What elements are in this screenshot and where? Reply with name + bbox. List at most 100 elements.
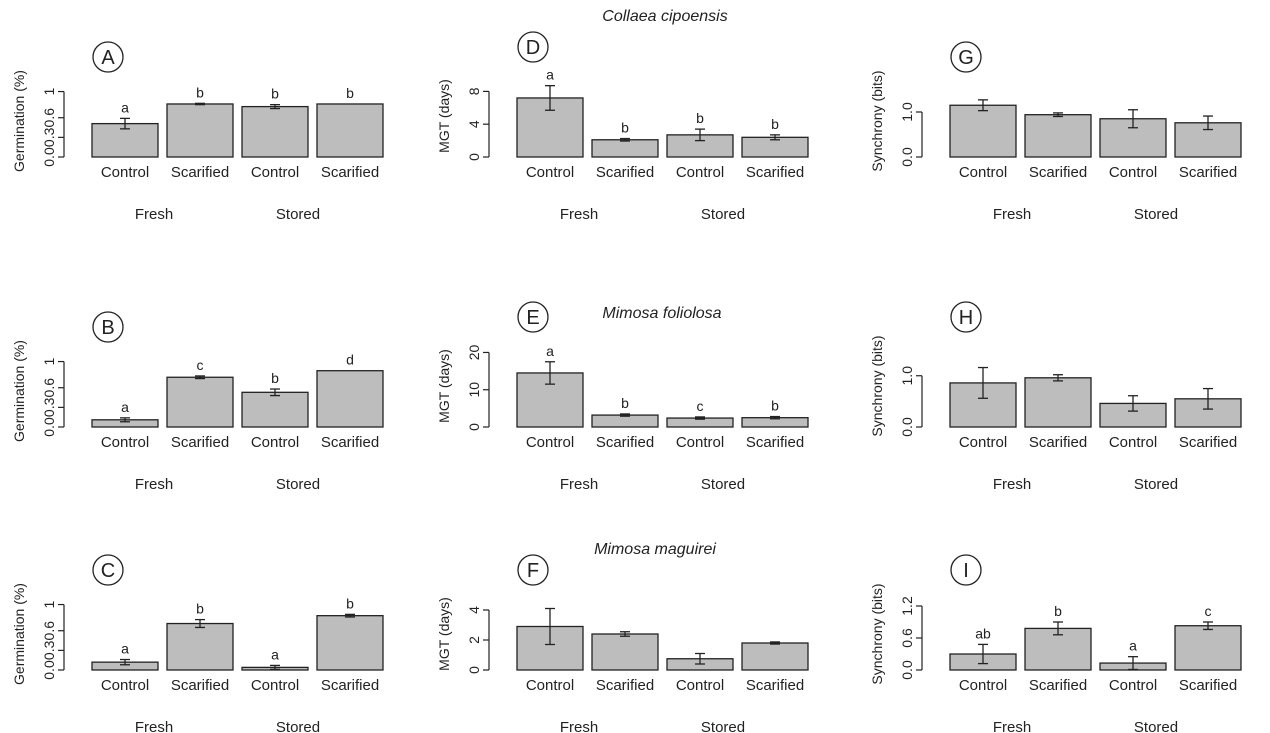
- y-tick-label-c: 1: [41, 600, 57, 608]
- significance-letter-b: a: [121, 399, 129, 415]
- category-label-f: Control: [676, 677, 724, 694]
- group-label-c: Stored: [276, 719, 320, 733]
- significance-letter-c: b: [196, 601, 204, 617]
- panel-badge-g: [950, 41, 982, 73]
- group-label-g: Fresh: [993, 206, 1031, 223]
- category-label-c: Scarified: [171, 677, 229, 694]
- y-axis-label-h: Synchrony (bits): [869, 335, 885, 436]
- y-axis-label-f: MGT (days): [436, 597, 452, 671]
- significance-letter-c: a: [271, 646, 279, 662]
- category-label-a: Control: [101, 164, 149, 181]
- panel-letter-g: G: [958, 47, 974, 69]
- bar-a: [166, 103, 234, 158]
- panel-badge-d: [517, 31, 549, 63]
- group-label-i: Fresh: [993, 719, 1031, 733]
- category-label-i: Control: [959, 677, 1007, 694]
- significance-letter-i: c: [1205, 603, 1212, 619]
- species-label-collaea: Collaea cipoensis: [602, 8, 728, 25]
- significance-letter-e: b: [771, 398, 779, 414]
- category-label-c: Scarified: [321, 677, 379, 694]
- category-label-h: Scarified: [1029, 434, 1087, 451]
- group-label-a: Fresh: [135, 206, 173, 223]
- significance-letter-e: a: [546, 343, 554, 359]
- panel-badge-i: [950, 554, 982, 586]
- category-label-b: Control: [251, 434, 299, 451]
- panel-badge-e: [517, 301, 549, 333]
- category-label-e: Scarified: [746, 434, 804, 451]
- bar-h: [1024, 377, 1092, 428]
- panel-letter-i: I: [963, 560, 969, 582]
- y-tick-label-i: 1.2: [899, 596, 915, 616]
- significance-letter-d: b: [771, 116, 779, 132]
- category-label-c: Control: [251, 677, 299, 694]
- y-tick-label-d: 4: [466, 120, 482, 128]
- significance-letter-e: b: [621, 395, 629, 411]
- group-label-b: Stored: [276, 476, 320, 493]
- panel-letter-d: D: [526, 37, 540, 59]
- bar-g: [949, 104, 1017, 158]
- group-label-e: Stored: [701, 476, 745, 493]
- group-label-f: Fresh: [560, 719, 598, 733]
- category-label-e: Scarified: [596, 434, 654, 451]
- y-tick-label-h: 1.0: [899, 366, 915, 386]
- panel-badge-c: [92, 554, 124, 586]
- group-label-e: Fresh: [560, 476, 598, 493]
- y-axis-label-e: MGT (days): [436, 349, 452, 423]
- category-label-g: Control: [959, 164, 1007, 181]
- category-label-i: Control: [1109, 677, 1157, 694]
- category-label-b: Scarified: [171, 434, 229, 451]
- y-axis-label-i: Synchrony (bits): [869, 583, 885, 684]
- y-tick-label-i: 0.6: [899, 628, 915, 648]
- category-label-d: Scarified: [596, 164, 654, 181]
- bar-c: [316, 615, 384, 671]
- category-label-g: Scarified: [1029, 164, 1087, 181]
- group-label-i: Stored: [1134, 719, 1178, 733]
- panel-badge-a: [92, 41, 124, 73]
- category-label-b: Scarified: [321, 434, 379, 451]
- species-label-mimosa-foliolosa: Mimosa foliolosa: [602, 305, 722, 322]
- significance-letter-a: b: [196, 84, 204, 100]
- y-tick-label-f: 4: [466, 606, 482, 614]
- category-label-i: Scarified: [1179, 677, 1237, 694]
- y-tick-label-f: 2: [466, 636, 482, 644]
- significance-letter-e: c: [697, 398, 704, 414]
- significance-letter-i: ab: [975, 625, 991, 641]
- bar-b: [166, 376, 234, 428]
- y-tick-label-c: 0.6: [41, 621, 57, 641]
- panel-badge-b: [92, 311, 124, 343]
- bar-g: [1024, 114, 1092, 158]
- significance-letter-a: b: [271, 86, 279, 102]
- y-tick-label-b: 0.0: [41, 417, 57, 437]
- bar-f: [741, 642, 809, 671]
- y-tick-label-e: 10: [466, 382, 482, 398]
- y-tick-label-c: 0.3: [41, 640, 57, 660]
- y-tick-label-a: 0.3: [41, 127, 57, 147]
- panel-letter-f: F: [527, 560, 539, 582]
- panel-badge-h: [950, 301, 982, 333]
- bar-e: [516, 372, 584, 428]
- panel-letter-b: B: [101, 317, 114, 339]
- y-tick-label-e: 0: [466, 423, 482, 431]
- y-tick-label-i: 0.0: [899, 660, 915, 680]
- bar-b: [241, 391, 309, 428]
- significance-letter-i: b: [1054, 603, 1062, 619]
- category-label-e: Control: [676, 434, 724, 451]
- category-label-f: Scarified: [596, 677, 654, 694]
- y-axis-label-d: MGT (days): [436, 79, 452, 153]
- panel-letter-e: E: [526, 307, 539, 329]
- y-tick-label-f: 0: [466, 666, 482, 674]
- group-label-a: Stored: [276, 206, 320, 223]
- significance-letter-b: b: [271, 370, 279, 386]
- bar-c: [166, 622, 234, 671]
- group-label-h: Fresh: [993, 476, 1031, 493]
- y-tick-label-g: 0.0: [899, 147, 915, 167]
- y-tick-label-e: 20: [466, 344, 482, 360]
- bar-f: [591, 633, 659, 671]
- bar-e: [591, 414, 659, 428]
- y-tick-label-d: 0: [466, 153, 482, 161]
- y-tick-label-d: 8: [466, 87, 482, 95]
- category-label-a: Scarified: [171, 164, 229, 181]
- bar-b: [316, 370, 384, 428]
- category-label-b: Control: [101, 434, 149, 451]
